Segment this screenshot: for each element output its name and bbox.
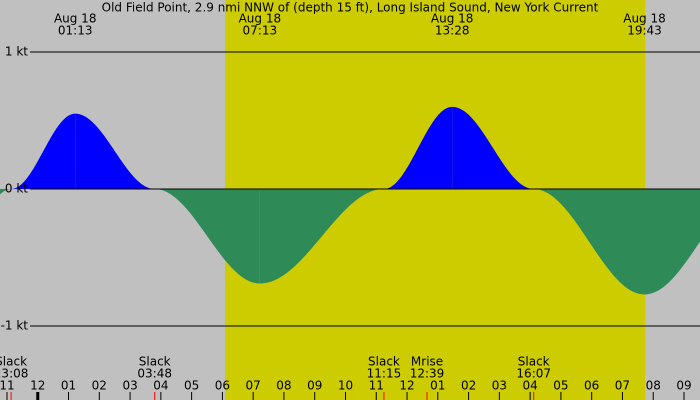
y-tick-label: 1 kt xyxy=(5,45,28,59)
x-tick-label: 11 xyxy=(369,379,384,393)
moonrise-label: Mrise xyxy=(411,355,443,369)
x-tick-label: 06 xyxy=(215,379,230,393)
x-tick-label: 06 xyxy=(584,379,599,393)
x-tick-label: 03 xyxy=(122,379,137,393)
current-areas xyxy=(0,106,700,295)
x-tick-label: 12 xyxy=(399,379,414,393)
extrapolated-area xyxy=(644,189,700,295)
x-tick-label: 02 xyxy=(92,379,107,393)
x-tick-label: 03 xyxy=(492,379,507,393)
x-tick-label: 12 xyxy=(30,379,45,393)
current-area xyxy=(383,106,453,189)
peak-date: Aug 18 xyxy=(431,12,474,26)
slack-time: 03:48 xyxy=(137,367,172,381)
x-tick-label: 10 xyxy=(338,379,353,393)
slack-label: Slack xyxy=(139,355,171,369)
x-tick-label: 05 xyxy=(553,379,568,393)
y-tick-label: -1 kt xyxy=(1,318,29,332)
slack-time: 11:15 xyxy=(367,367,402,381)
current-area xyxy=(259,189,384,284)
x-tick-label: 07 xyxy=(246,379,261,393)
slack-label: Slack xyxy=(0,355,27,369)
peak-time: 13:28 xyxy=(435,24,470,38)
x-tick-label: 11 xyxy=(0,379,15,393)
y-tick-label: 0 kt xyxy=(5,182,28,196)
slack-time: 16:07 xyxy=(516,367,551,381)
x-tick-label: 04 xyxy=(153,379,168,393)
x-tick-label: 09 xyxy=(307,379,322,393)
current-area xyxy=(154,189,260,284)
current-area xyxy=(11,113,76,189)
x-tick-label: 07 xyxy=(615,379,630,393)
x-tick-label: 01 xyxy=(430,379,445,393)
current-area xyxy=(75,113,155,189)
peak-time: 01:13 xyxy=(58,24,93,38)
chart-title: Old Field Point, 2.9 nmi NNW of (depth 1… xyxy=(102,1,599,15)
moonrise-time: 12:39 xyxy=(410,367,445,381)
x-tick-label: 08 xyxy=(646,379,661,393)
x-tick-label: 01 xyxy=(61,379,76,393)
peak-date: Aug 18 xyxy=(239,12,282,26)
peak-date: Aug 18 xyxy=(623,12,666,26)
peak-time: 19:43 xyxy=(627,24,662,38)
slack-label: Slack xyxy=(368,355,400,369)
extrapolated-area xyxy=(0,189,12,195)
peak-time: 07:13 xyxy=(243,24,278,38)
x-tick-label: 05 xyxy=(184,379,199,393)
x-tick-label: 08 xyxy=(276,379,291,393)
x-tick-label: 09 xyxy=(676,379,691,393)
x-tick-label: 02 xyxy=(461,379,476,393)
current-area xyxy=(533,189,645,295)
slack-time: 23:08 xyxy=(0,367,28,381)
x-tick-label: 04 xyxy=(522,379,537,393)
peak-date: Aug 18 xyxy=(54,12,97,26)
current-area xyxy=(452,106,534,189)
slack-label: Slack xyxy=(518,355,550,369)
